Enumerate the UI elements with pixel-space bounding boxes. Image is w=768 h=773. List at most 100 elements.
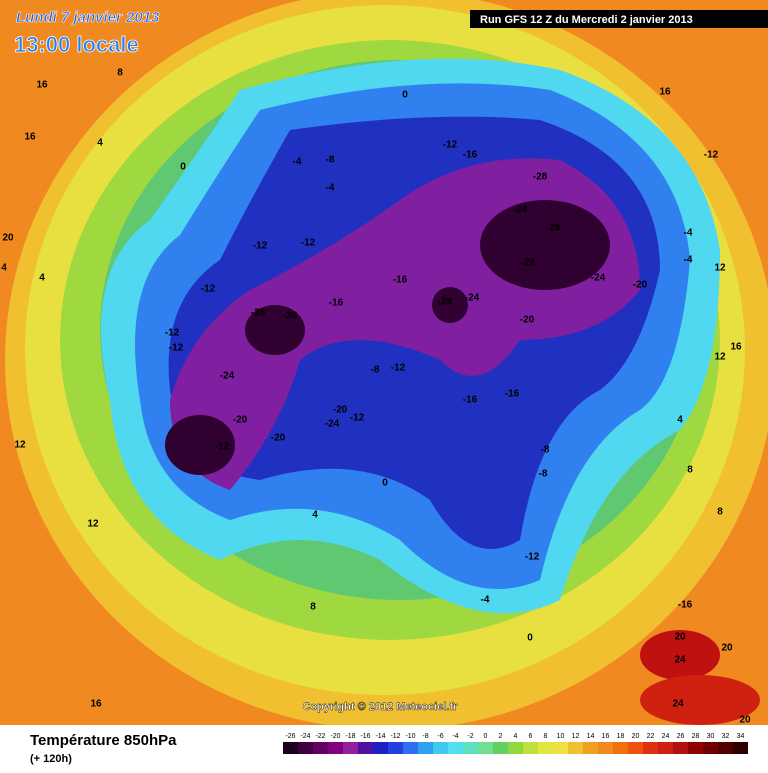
scale-label: -20 (330, 733, 340, 740)
scale-label: 32 (722, 733, 730, 740)
lead-time: (+ 120h) (30, 753, 72, 765)
contour-labels: 16 8 16 4 0 -4 -8 -4 -12 -16 -28 -24 -28 -28 -24 -20 -28… (1, 68, 751, 726)
contour-label: -16 (463, 150, 478, 161)
contour-label: -28 (438, 297, 453, 308)
scale-swatch (448, 742, 463, 754)
contour-label: -16 (505, 389, 520, 400)
scale-label: 26 (677, 733, 685, 740)
map-field (0, 0, 768, 730)
scale-label: -22 (315, 733, 325, 740)
contour-label: -20 (333, 405, 348, 416)
scale-swatch (568, 742, 583, 754)
contour-label: -4 (326, 183, 335, 194)
contour-label: -12 (350, 413, 365, 424)
run-box (470, 10, 768, 28)
contour-label: 0 (527, 633, 533, 644)
contour-label: 4 (1, 263, 7, 274)
scale-swatch (493, 742, 508, 754)
contour-label: 0 (180, 162, 186, 173)
scale-swatch (733, 742, 748, 754)
scale-label: 34 (737, 733, 745, 740)
contour-label: -12 (169, 343, 184, 354)
contour-label: -24 (591, 273, 606, 284)
contour-label: -28 (251, 308, 266, 319)
contour-label: 8 (117, 68, 123, 79)
contour-label: -12 (201, 284, 216, 295)
scale-swatch (688, 742, 703, 754)
scale-label: 8 (544, 733, 548, 740)
scale-label: -10 (405, 733, 415, 740)
contour-label: 0 (382, 478, 388, 489)
contour-label: 12 (14, 440, 26, 451)
contour-label: -12 (525, 552, 540, 563)
scale-label: 20 (632, 733, 640, 740)
contour-label: 8 (310, 602, 316, 613)
contour-label: 16 (659, 87, 671, 98)
contour-label: -12 (704, 150, 719, 161)
contour-label: -20 (633, 280, 648, 291)
contour-label: 16 (36, 80, 48, 91)
field-title: Température 850hPa (30, 732, 177, 749)
scale-label: 16 (602, 733, 610, 740)
scale-swatch (283, 742, 298, 754)
forecast-time: 13:00 locale (14, 32, 139, 57)
contour-label: -16 (678, 600, 693, 611)
contour-label: -16 (393, 275, 408, 286)
contour-label: -28 (546, 223, 561, 234)
scale-swatch (673, 742, 688, 754)
contour-label: 0 (402, 90, 408, 101)
scale-label: 10 (557, 733, 565, 740)
scale-swatch (538, 742, 553, 754)
scale-label: 2 (499, 733, 503, 740)
scale-swatch (358, 742, 373, 754)
scale-swatch (643, 742, 658, 754)
scale-label: 12 (572, 733, 580, 740)
scale-swatch (418, 742, 433, 754)
scale-swatch (508, 742, 523, 754)
scale-label: -16 (360, 733, 370, 740)
forecast-date: Lundi 7 janvier 2013 (16, 9, 160, 26)
scale-swatch (403, 742, 418, 754)
contour-label: 12 (87, 519, 99, 530)
scale-label: -24 (300, 733, 310, 740)
contour-label: -20 (271, 433, 286, 444)
contour-label: -12 (301, 238, 316, 249)
contour-label: -12 (215, 442, 230, 453)
contour-label: -20 (520, 315, 535, 326)
contour-label: -28 (521, 258, 536, 269)
scale-swatch (388, 742, 403, 754)
scale-label: 18 (617, 733, 625, 740)
contour-label: 8 (687, 465, 693, 476)
contour-label: -28 (283, 311, 298, 322)
color-scale: -26 -24 -22 -20 -18 -16 -14 -12 -10 -8 -6 -4 -2 0 2 4 6 8… (283, 733, 748, 754)
scale-label: -26 (285, 733, 295, 740)
contour-label: -24 (465, 293, 480, 304)
contour-label: -20 (233, 415, 248, 426)
contour-label: 4 (677, 415, 683, 426)
scale-swatch (433, 742, 448, 754)
contour-label: 4 (97, 138, 103, 149)
contour-label: -4 (684, 228, 693, 239)
contour-label: -8 (541, 445, 550, 456)
scale-label: 22 (647, 733, 655, 740)
scale-label: -4 (452, 733, 458, 740)
scale-label: 4 (514, 733, 518, 740)
scale-swatch (598, 742, 613, 754)
contour-label: 4 (39, 273, 45, 284)
contour-label: -28 (533, 172, 548, 183)
contour-label: -12 (443, 140, 458, 151)
contour-label: 12 (714, 263, 726, 274)
scale-swatch (658, 742, 673, 754)
contour-label: -12 (391, 363, 406, 374)
scale-label: 0 (484, 733, 488, 740)
contour-label: 24 (672, 699, 684, 710)
contour-label: 20 (674, 632, 686, 643)
contour-label: 12 (714, 352, 726, 363)
scale-swatch (328, 742, 343, 754)
scale-label: 24 (662, 733, 670, 740)
scale-label: -12 (390, 733, 400, 740)
scale-swatch (463, 742, 478, 754)
contour-label: 4 (312, 510, 318, 521)
contour-label: 16 (730, 342, 742, 353)
scale-label: -14 (375, 733, 385, 740)
